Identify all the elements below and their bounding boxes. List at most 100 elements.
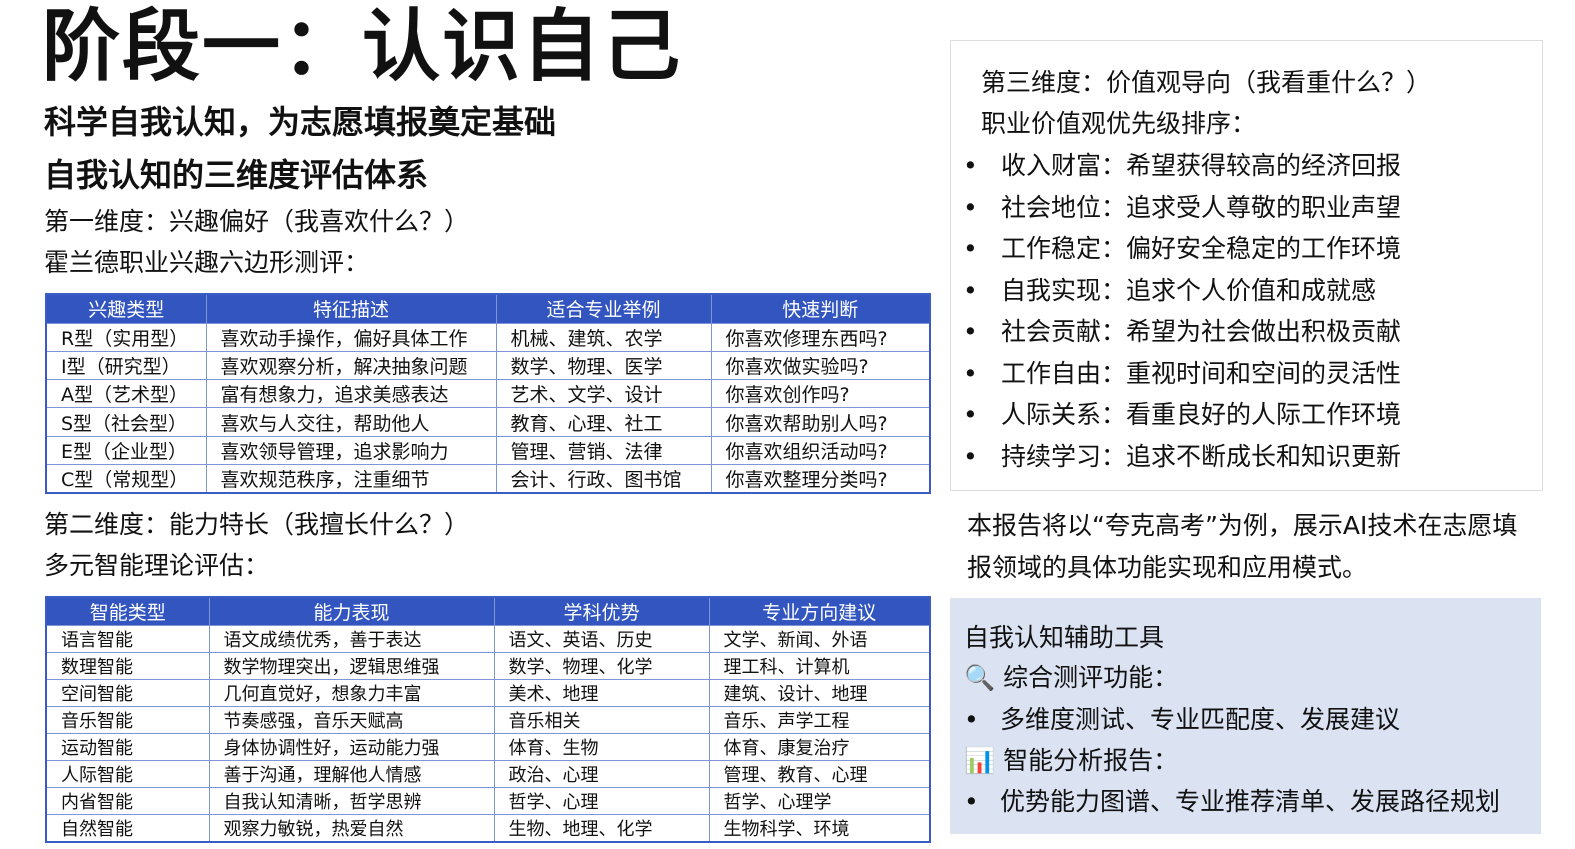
table-cell: R型（实用型） <box>45 322 207 352</box>
table-row: I型（研究型） 喜欢观察分析，解决抽象问题 数学、物理、医学 你喜欢做实验吗? <box>45 350 931 381</box>
subtitle: 科学自我认知，为志愿填报奠定基础 <box>44 103 557 141</box>
table-cell: 数学、物理、医学 <box>495 350 712 381</box>
value-text: 持续学习：追求不断成长和知识更新 <box>1001 441 1402 471</box>
table-cell: 哲学、心理 <box>493 787 710 815</box>
column-header: 智能类型 <box>45 596 210 626</box>
table-cell: 教育、心理、社工 <box>495 407 712 437</box>
value-item: • 自我实现：追求个人价值和成就感 <box>963 271 1376 311</box>
column-header: 快速判断 <box>710 293 931 324</box>
table-cell: 自然智能 <box>45 814 210 843</box>
feature-2-text: 优势能力图谱、专业推荐清单、发展路径规划 <box>1000 787 1501 816</box>
value-item: • 社会贡献：希望为社会做出积极贡献 <box>963 312 1401 352</box>
table-cell: 体育、康复治疗 <box>708 733 931 761</box>
table-cell: 你喜欢组织活动吗? <box>710 435 931 465</box>
feature-1: 🔍 综合测评功能： <box>964 658 1178 698</box>
column-header: 兴趣类型 <box>45 293 207 324</box>
table-cell: 美术、地理 <box>493 679 710 707</box>
column-header: 适合专业举例 <box>495 293 712 324</box>
dim2-intro: 多元智能理论评估： <box>44 551 270 580</box>
page-title: 阶段一：认识自己 <box>42 2 683 92</box>
bullet-icon: • <box>963 317 978 346</box>
table-cell: 人际智能 <box>45 760 210 788</box>
column-header: 特征描述 <box>205 293 497 324</box>
table-cell: 富有想象力，追求美感表达 <box>205 379 497 409</box>
bullet-icon: • <box>963 400 978 429</box>
table-cell: 你喜欢帮助别人吗? <box>710 407 931 437</box>
table-cell: 你喜欢修理东西吗? <box>710 322 931 352</box>
table-cell: C型（常规型） <box>45 463 207 494</box>
table-cell: 节奏感强，音乐天赋高 <box>208 706 495 734</box>
table-cell: 喜欢与人交往，帮助他人 <box>205 407 497 437</box>
column-header: 能力表现 <box>208 596 495 626</box>
table-row: 语言智能 语文成绩优秀，善于表达 语文、英语、历史 文学、新闻、外语 <box>45 625 931 653</box>
table-cell: 喜欢动手操作，偏好具体工作 <box>205 322 497 352</box>
value-text: 社会贡献：希望为社会做出积极贡献 <box>1001 317 1402 346</box>
feature-1-text: 多维度测试、专业匹配度、发展建议 <box>1000 705 1401 734</box>
feature-2-bullet: • 优势能力图谱、专业推荐清单、发展路径规划 <box>964 787 1501 816</box>
bullet-icon: • <box>963 358 978 388</box>
feature-1-bullet: • 多维度测试、专业匹配度、发展建议 <box>964 705 1401 734</box>
table-cell: I型（研究型） <box>45 350 207 381</box>
table-cell: 政治、心理 <box>493 760 710 788</box>
table-cell: 数理智能 <box>45 652 210 680</box>
column-header: 专业方向建议 <box>708 596 931 626</box>
value-item: • 收入财富：希望获得较高的经济回报 <box>963 146 1401 186</box>
bullet-icon: • <box>963 441 978 471</box>
table-cell: 生物科学、环境 <box>708 814 931 843</box>
table-cell: 内省智能 <box>45 787 210 815</box>
table-cell: 身体协调性好，运动能力强 <box>208 733 495 761</box>
dim1-heading: 第一维度：兴趣偏好（我喜欢什么？） <box>44 207 470 236</box>
dim1-intro: 霍兰德职业兴趣六边形测评： <box>44 248 370 277</box>
table-cell: 会计、行政、图书馆 <box>495 463 712 494</box>
table-cell: 语言智能 <box>45 625 210 653</box>
dim3-heading: 第三维度：价值观导向（我看重什么？） <box>981 68 1432 97</box>
table-cell: 你喜欢整理分类吗? <box>710 463 931 494</box>
table-cell: 几何直觉好，想象力丰富 <box>208 679 495 707</box>
table-cell: 音乐、声学工程 <box>708 706 931 734</box>
table-cell: 喜欢领导管理，追求影响力 <box>205 435 497 465</box>
table-row: 运动智能 身体协调性好，运动能力强 体育、生物 体育、康复治疗 <box>45 733 931 761</box>
feature-2: 📊 智能分析报告： <box>964 741 1178 781</box>
table-row: 空间智能 几何直觉好，想象力丰富 美术、地理 建筑、设计、地理 <box>45 679 931 707</box>
bullet-icon: • <box>963 192 978 222</box>
value-item: • 工作自由：重视时间和空间的灵活性 <box>963 354 1401 394</box>
value-text: 工作自由：重视时间和空间的灵活性 <box>1001 358 1402 388</box>
table-cell: 机械、建筑、农学 <box>495 322 712 352</box>
bullet-icon: • <box>963 234 978 263</box>
magnifier-icon: 🔍 <box>964 663 996 692</box>
value-text: 人际关系：看重良好的人际工作环境 <box>1001 400 1402 429</box>
table-row: 人际智能 善于沟通，理解他人情感 政治、心理 管理、教育、心理 <box>45 760 931 788</box>
values-panel: 第三维度：价值观导向（我看重什么？） 职业价值观优先级排序： • 收入财富：希望获… <box>950 40 1543 491</box>
table-cell: 哲学、心理学 <box>708 787 931 815</box>
table-row: C型（常规型） 喜欢规范秩序，注重细节 会计、行政、图书馆 你喜欢整理分类吗? <box>45 463 931 494</box>
table-cell: 喜欢规范秩序，注重细节 <box>205 463 497 494</box>
value-text: 社会地位：追求受人尊敬的职业声望 <box>1001 192 1402 222</box>
table-row: E型（企业型） 喜欢领导管理，追求影响力 管理、营销、法律 你喜欢组织活动吗? <box>45 435 931 465</box>
bullet-icon: • <box>963 151 978 180</box>
value-item: • 工作稳定：偏好安全稳定的工作环境 <box>963 229 1401 269</box>
tools-title: 自我认知辅助工具 <box>964 623 1165 652</box>
table-cell: 体育、生物 <box>493 733 710 761</box>
dim3-intro: 职业价值观优先级排序： <box>981 109 1257 138</box>
value-text: 工作稳定：偏好安全稳定的工作环境 <box>1001 234 1402 263</box>
feature-2-label: 智能分析报告： <box>1003 746 1179 775</box>
table-cell: 建筑、设计、地理 <box>708 679 931 707</box>
table-cell: 语文、英语、历史 <box>493 625 710 653</box>
dim2-heading: 第二维度：能力特长（我擅长什么？） <box>44 510 470 539</box>
table-row: S型（社会型） 喜欢与人交往，帮助他人 教育、心理、社工 你喜欢帮助别人吗? <box>45 407 931 437</box>
table-cell: 数学、物理、化学 <box>493 652 710 680</box>
table-cell: A型（艺术型） <box>45 379 207 409</box>
table-cell: 运动智能 <box>45 733 210 761</box>
table-cell: 数学物理突出，逻辑思维强 <box>208 652 495 680</box>
table-row: 自然智能 观察力敏锐，热爱自然 生物、地理、化学 生物科学、环境 <box>45 814 931 843</box>
table-cell: 观察力敏锐，热爱自然 <box>208 814 495 843</box>
table-cell: E型（企业型） <box>45 435 207 465</box>
table-row: R型（实用型） 喜欢动手操作，偏好具体工作 机械、建筑、农学 你喜欢修理东西吗? <box>45 322 931 352</box>
table-row: 数理智能 数学物理突出，逻辑思维强 数学、物理、化学 理工科、计算机 <box>45 652 931 680</box>
table-cell: 艺术、文学、设计 <box>495 379 712 409</box>
value-item: • 社会地位：追求受人尊敬的职业声望 <box>963 188 1401 228</box>
value-text: 收入财富：希望获得较高的经济回报 <box>1001 151 1402 180</box>
table-cell: 理工科、计算机 <box>708 652 931 680</box>
bar-chart-icon: 📊 <box>964 746 996 775</box>
section-heading: 自我认知的三维度评估体系 <box>44 156 429 194</box>
